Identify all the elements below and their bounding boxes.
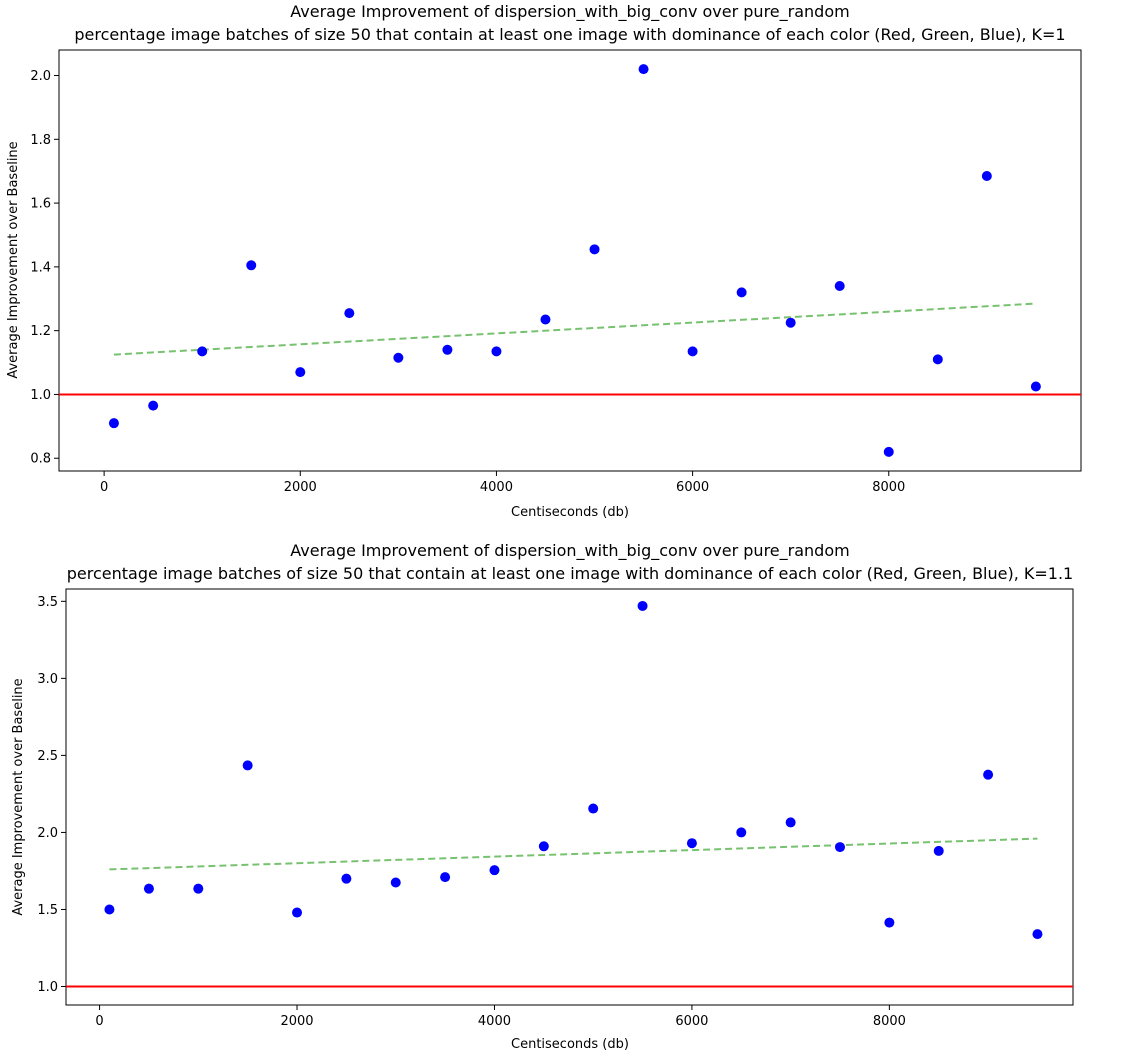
chart-1-x-tick-label: 4000 — [480, 480, 513, 495]
chart-2-point — [736, 827, 747, 838]
chart-2-x-tick-label: 6000 — [675, 1014, 708, 1029]
chart-2-point — [292, 907, 303, 918]
chart-1-title: Average Improvement of dispersion_with_b… — [290, 2, 849, 22]
chart-1-point — [442, 344, 453, 355]
chart-2-x-tick-label: 0 — [95, 1014, 103, 1029]
chart-1-y-tick-label: 0.8 — [30, 452, 51, 467]
chart-1-x-ticks: 0 2000 4000 6000 8000 — [100, 471, 905, 495]
chart-2-y-tick-label: 2.0 — [37, 826, 58, 841]
chart-2-trend-line — [109, 837, 1038, 871]
chart-1-x-tick-label: 0 — [100, 480, 108, 495]
chart-2-x-axis-label: Centiseconds (db) — [511, 1037, 629, 1052]
chart-2-y-axis-label: Average Improvement over Baseline — [11, 678, 26, 915]
chart-1-point — [344, 308, 355, 319]
chart-2-y-tick-label: 3.0 — [37, 672, 58, 687]
chart-2-plot-area — [65, 588, 1074, 1006]
chart-1-y-tick-label: 1.8 — [30, 133, 51, 148]
chart-2-point — [686, 838, 697, 849]
chart-2-point — [489, 865, 500, 876]
chart-2-title: Average Improvement of dispersion_with_b… — [290, 541, 849, 561]
chart-2-point — [440, 872, 451, 883]
chart-2-y-tick-label: 2.5 — [37, 749, 58, 764]
chart-1-y-tick-label: 1.4 — [30, 260, 51, 275]
chart-2-x-tick-label: 4000 — [478, 1014, 511, 1029]
chart-1-point — [246, 260, 257, 271]
chart-1-point — [295, 367, 306, 378]
chart-1-y-tick-label: 2.0 — [30, 69, 51, 84]
chart-2-point — [538, 841, 549, 852]
chart-2-reference-lines — [66, 837, 1073, 988]
chart-2-point — [143, 883, 154, 894]
chart-1-point — [540, 314, 551, 325]
chart-1-y-ticks: 0.8 1.0 1.2 1.4 1.6 1.8 2.0 — [30, 69, 59, 467]
chart-1-point — [981, 170, 992, 181]
chart-2-point — [637, 600, 648, 611]
chart-2: Average Improvement of dispersion_with_b… — [11, 541, 1074, 1052]
chart-2-point — [104, 904, 115, 915]
chart-1-point — [491, 346, 502, 357]
chart-1-reference-lines — [59, 302, 1081, 396]
chart-1-x-tick-label: 6000 — [676, 480, 709, 495]
chart-1-point — [785, 317, 796, 328]
chart-1-point — [108, 418, 119, 429]
chart-2-point — [835, 842, 846, 853]
chart-2-point — [785, 817, 796, 828]
chart-2-y-tick-label: 3.5 — [37, 595, 58, 610]
chart-1-y-axis-label: Average Improvement over Baseline — [6, 141, 21, 378]
chart-2-point — [983, 769, 994, 780]
chart-2-points — [104, 600, 1043, 940]
chart-1-point — [148, 400, 159, 411]
chart-1-x-axis-label: Centiseconds (db) — [511, 505, 629, 520]
chart-1-point — [197, 346, 208, 357]
chart-2-point — [933, 845, 944, 856]
chart-1-subtitle: percentage image batches of size 50 that… — [74, 25, 1065, 44]
chart-1-trend-line — [113, 302, 1036, 356]
chart-2-y-tick-label: 1.5 — [37, 903, 58, 918]
chart-1-points — [108, 64, 1041, 457]
chart-2-point — [884, 917, 895, 928]
chart-1-point — [687, 346, 698, 357]
chart-1-y-tick-label: 1.0 — [30, 388, 51, 403]
chart-1-point — [393, 352, 404, 363]
chart-1-point — [834, 281, 845, 292]
chart-1-point — [736, 287, 747, 298]
chart-2-x-tick-label: 2000 — [280, 1014, 313, 1029]
chart-1-point — [589, 244, 600, 255]
chart-2-subtitle: percentage image batches of size 50 that… — [67, 564, 1073, 583]
chart-2-point — [1032, 929, 1043, 940]
chart-1-y-tick-label: 1.2 — [30, 324, 51, 339]
chart-1-plot-area — [58, 49, 1082, 472]
chart-2-point — [588, 803, 599, 814]
chart-1-point — [883, 446, 894, 457]
chart-1-x-tick-label: 8000 — [872, 480, 905, 495]
chart-2-point — [341, 873, 352, 884]
chart-1: Average Improvement of dispersion_with_b… — [6, 2, 1082, 520]
chart-2-y-tick-label: 1.0 — [37, 980, 58, 995]
chart-1-point — [638, 64, 649, 75]
chart-2-point — [193, 883, 204, 894]
chart-1-point — [932, 354, 943, 365]
chart-2-y-ticks: 1.0 1.5 2.0 2.5 3.0 3.5 — [37, 595, 66, 995]
chart-1-point — [1030, 381, 1041, 392]
chart-2-x-ticks: 0 2000 4000 6000 8000 — [95, 1005, 906, 1029]
chart-2-point — [242, 760, 253, 771]
chart-2-x-tick-label: 8000 — [873, 1014, 906, 1029]
chart-1-x-tick-label: 2000 — [284, 480, 317, 495]
chart-2-point — [390, 877, 401, 888]
chart-1-y-tick-label: 1.6 — [30, 197, 51, 212]
